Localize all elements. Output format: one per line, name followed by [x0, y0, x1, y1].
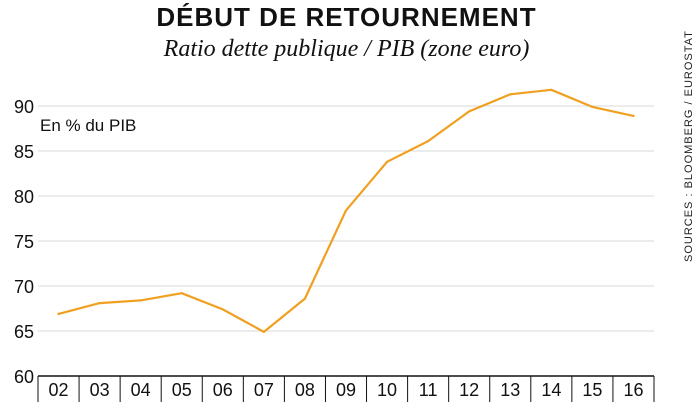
x-tick-label-16: 16 — [623, 380, 643, 400]
data-point-08 — [303, 297, 307, 300]
x-tick-label-09: 09 — [336, 380, 356, 400]
x-tick-label-05: 05 — [172, 380, 192, 400]
y-tick-label-85: 85 — [14, 142, 34, 162]
x-tick-label-04: 04 — [131, 380, 151, 400]
data-point-15 — [591, 105, 594, 108]
y-tick-label-80: 80 — [14, 187, 34, 207]
y-tick-label-65: 65 — [14, 322, 34, 342]
chart-subtitle: Ratio dette publique / PIB (zone euro) — [163, 36, 530, 62]
x-tick-label-08: 08 — [295, 380, 315, 400]
x-tick-label-03: 03 — [90, 380, 110, 400]
data-point-04 — [139, 299, 142, 302]
data-point-11 — [427, 140, 430, 143]
data-point-06 — [221, 308, 224, 311]
y-tick-label-90: 90 — [14, 97, 34, 117]
data-point-14 — [550, 88, 553, 91]
data-point-09 — [344, 209, 348, 212]
x-tick-label-07: 07 — [254, 380, 274, 400]
data-point-13 — [509, 93, 512, 96]
x-tick-label-14: 14 — [541, 380, 561, 400]
data-point-02 — [57, 312, 60, 315]
y-axis: 60 65 70 75 80 85 90 — [14, 97, 34, 387]
x-tick-label-11: 11 — [419, 380, 438, 400]
data-point-03 — [98, 302, 101, 305]
y-tick-label-75: 75 — [14, 232, 34, 252]
unit-label: En % du PIB — [40, 116, 136, 135]
x-tick-label-15: 15 — [582, 380, 602, 400]
x-tick-label-10: 10 — [377, 380, 397, 400]
y-tick-label-60: 60 — [14, 367, 34, 387]
chart-title: DÉBUT DE RETOURNEMENT — [156, 2, 537, 32]
data-point-16 — [632, 114, 635, 117]
x-tick-label-12: 12 — [459, 380, 479, 400]
x-axis: 02 03 04 05 06 07 08 09 10 11 12 13 14 15 16 — [37, 375, 655, 402]
series-group — [57, 88, 635, 333]
data-point-10 — [385, 160, 389, 163]
gridlines — [38, 105, 654, 332]
data-point-07 — [262, 330, 265, 333]
y-tick-label-70: 70 — [14, 277, 34, 297]
data-point-05 — [180, 292, 183, 295]
x-tick-label-06: 06 — [213, 380, 233, 400]
x-tick-label-02: 02 — [49, 380, 69, 400]
x-tick-label-13: 13 — [500, 380, 520, 400]
data-point-12 — [468, 110, 471, 113]
